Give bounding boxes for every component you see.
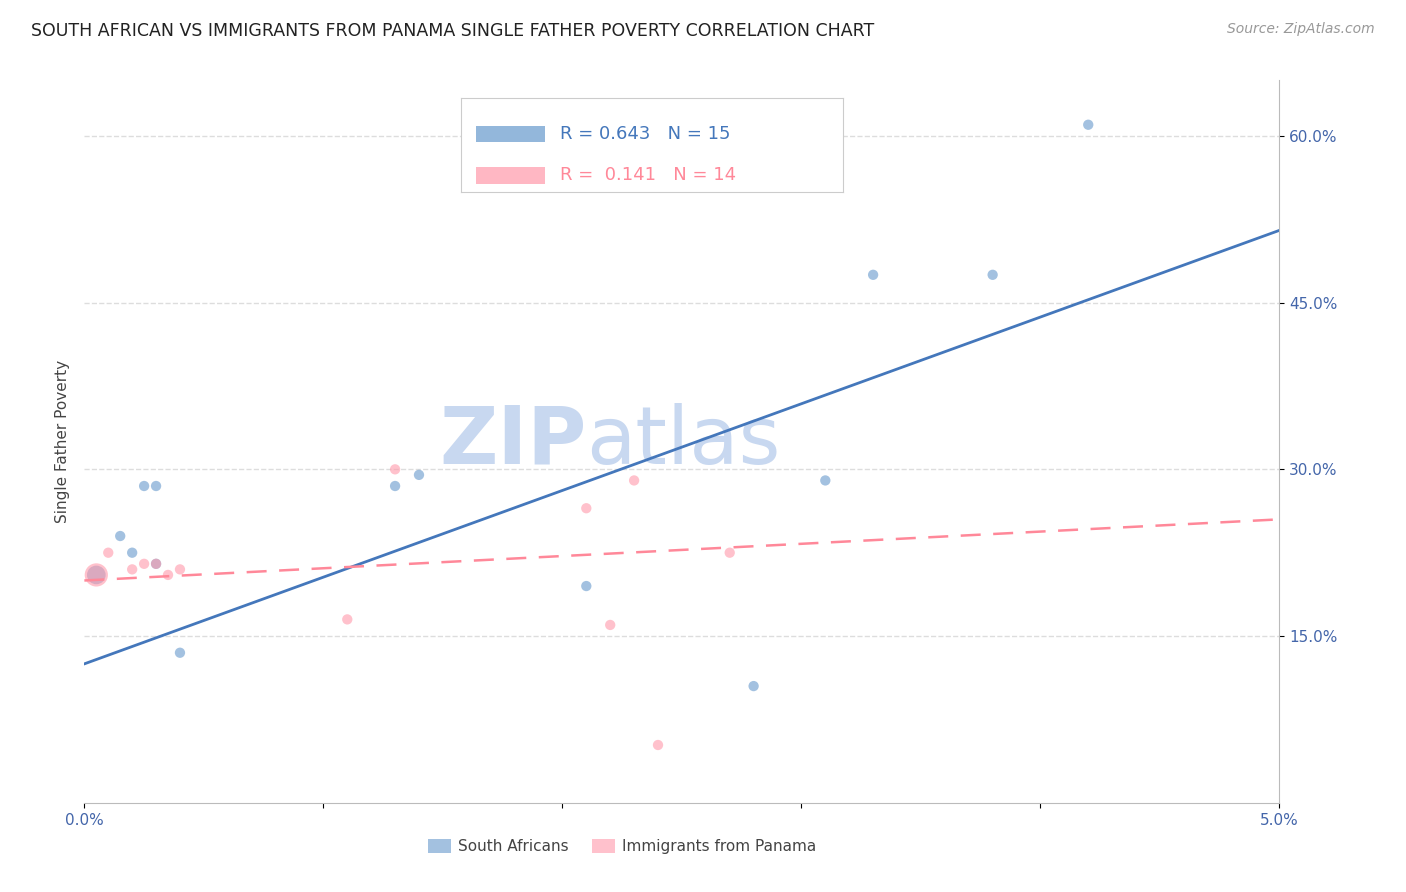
Point [862,268,884,282]
Point [742,679,765,693]
Point [157,568,180,582]
Point [145,557,167,571]
Text: atlas: atlas [586,402,780,481]
Point [169,646,191,660]
Point [647,738,669,752]
Point [110,529,132,543]
Point [336,612,359,626]
Point [981,268,1004,282]
Point [169,562,191,576]
Point [599,618,621,632]
Point [145,479,167,493]
Text: ZIP: ZIP [439,402,586,481]
Legend: South Africans, Immigrants from Panama: South Africans, Immigrants from Panama [422,833,823,860]
Point [145,557,167,571]
Point [384,462,406,476]
Point [97,546,120,560]
Text: SOUTH AFRICAN VS IMMIGRANTS FROM PANAMA SINGLE FATHER POVERTY CORRELATION CHART: SOUTH AFRICAN VS IMMIGRANTS FROM PANAMA … [31,22,875,40]
Point [575,579,598,593]
Text: Source: ZipAtlas.com: Source: ZipAtlas.com [1227,22,1375,37]
Point [132,479,156,493]
Point [132,557,156,571]
Point [384,479,406,493]
Y-axis label: Single Father Poverty: Single Father Poverty [55,360,70,523]
Point [623,474,645,488]
Point [121,562,143,576]
Point [814,474,837,488]
Point [1077,118,1099,132]
Point [575,501,598,516]
Point [408,467,430,482]
Point [121,546,143,560]
Point [86,568,108,582]
Point [718,546,741,560]
Point [86,568,108,582]
